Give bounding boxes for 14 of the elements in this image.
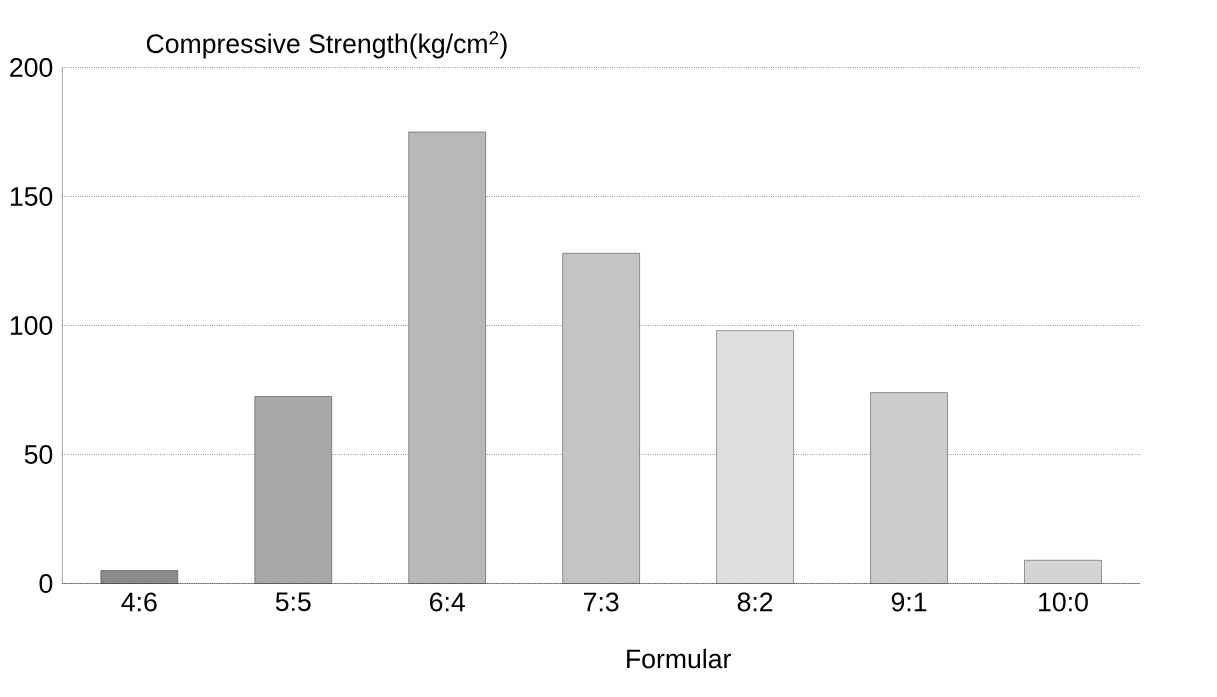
y-axis-title: Compressive Strength(kg/cm$^{2}$) <box>146 31 507 59</box>
y-tick-label: 50 <box>24 445 53 465</box>
x-tick-label: 10:0 <box>1039 592 1088 612</box>
x-tick-label: 9:1 <box>891 592 927 612</box>
y-tick-label: 100 <box>10 316 53 336</box>
y-tick-label: 0 <box>39 574 53 594</box>
y-tick-label: 200 <box>10 58 53 78</box>
x-tick-label: 8:2 <box>737 592 773 612</box>
x-axis-title: Formular <box>627 649 731 669</box>
x-tick-label: 6:4 <box>430 592 465 612</box>
x-tick-label: 7:3 <box>584 592 619 612</box>
x-tick-label: 5:5 <box>275 592 311 612</box>
y-tick-label: 150 <box>10 187 53 207</box>
x-tick-label: 4:6 <box>121 592 157 612</box>
